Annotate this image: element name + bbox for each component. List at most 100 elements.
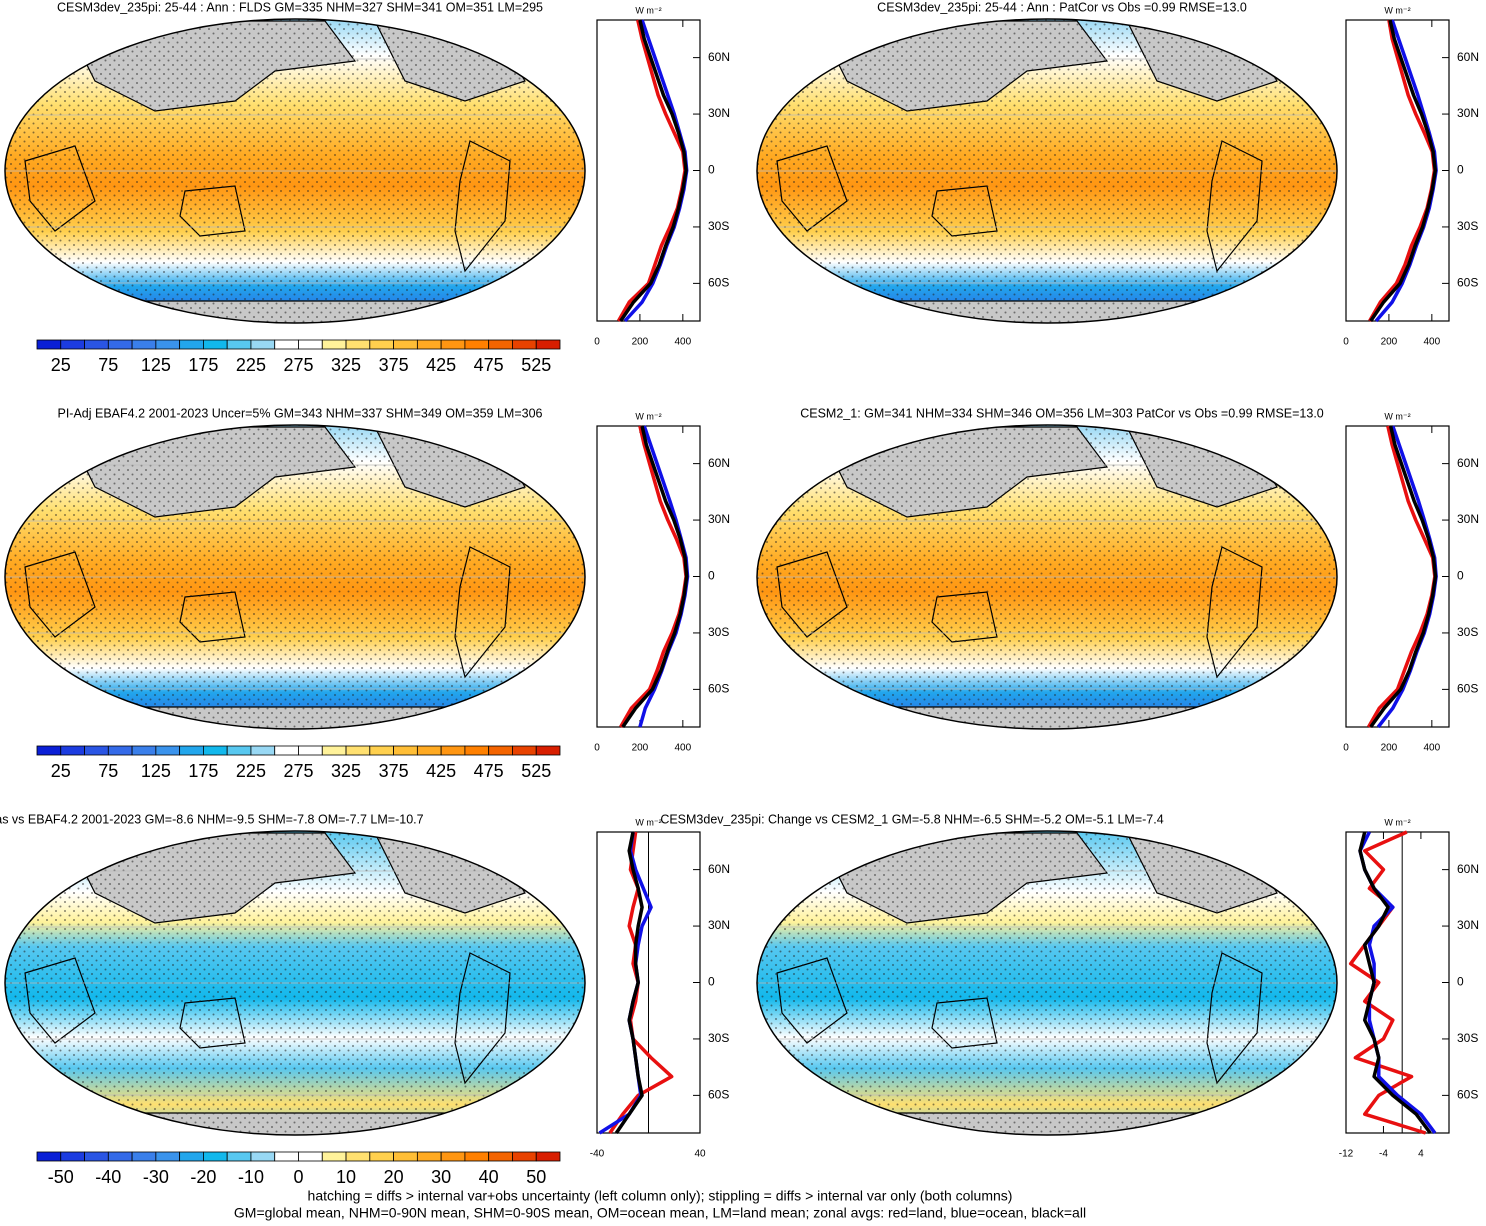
colorbar-box: [535, 339, 561, 350]
colorbar-box: [155, 1151, 181, 1162]
colorbar-box: [298, 339, 323, 350]
colorbar-box: [107, 339, 133, 350]
colorbar-box: [60, 745, 85, 756]
y-tick-label: 30S: [1457, 625, 1478, 639]
colorbar-label: 475: [474, 761, 504, 781]
colorbar-box: [274, 745, 299, 756]
colorbar-label: 275: [283, 761, 313, 781]
colorbar-label: 0: [293, 1167, 303, 1187]
x-tick-label: 0: [1343, 743, 1349, 754]
map-border: [756, 830, 1338, 1136]
y-tick-label: 0: [708, 163, 715, 177]
colorbar-label: 30: [431, 1167, 451, 1187]
y-tick-label: 30N: [708, 106, 730, 120]
colorbar-box: [36, 745, 62, 756]
x-tick-label: 400: [674, 743, 691, 754]
colorbar-box: [345, 339, 371, 350]
map: [756, 424, 1338, 730]
colorbar-box: [535, 745, 561, 756]
colorbar-box: [36, 339, 62, 350]
zonal-line: [621, 425, 689, 728]
x-axis-label: W m⁻²: [635, 411, 661, 421]
colorbar-label: 75: [98, 761, 118, 781]
colorbar-box: [512, 1151, 537, 1162]
x-axis-label: W m⁻²: [1384, 5, 1410, 15]
panel-title: CESM3dev_235pi: 25-44 : Ann : FLDS GM=33…: [57, 0, 543, 14]
colorbar-box: [36, 1151, 62, 1162]
colorbar-box: [131, 339, 157, 350]
colorbar-box: [60, 339, 85, 350]
x-axis-label: W m⁻²: [635, 5, 661, 15]
y-tick-label: 30N: [708, 512, 730, 526]
x-tick-label: 400: [1423, 337, 1440, 348]
x-tick-label: 200: [632, 743, 649, 754]
colorbar-box: [345, 1151, 371, 1162]
colorbar-label: 375: [379, 355, 409, 375]
colorbar-box: [440, 745, 466, 756]
colorbar-box: [321, 745, 347, 756]
colorbar-box: [155, 745, 181, 756]
colorbar-box: [440, 1151, 466, 1162]
map-border: [756, 18, 1338, 324]
zonal-line: [1369, 19, 1438, 322]
colorbar-label: 375: [379, 761, 409, 781]
colorbar-box: [179, 1151, 204, 1162]
y-tick-label: 0: [708, 975, 715, 989]
x-tick-label: -4: [1379, 1149, 1388, 1160]
y-tick-label: 30S: [1457, 1031, 1478, 1045]
x-tick-label: 40: [694, 1149, 706, 1160]
colorbar-label: 225: [236, 355, 266, 375]
panel-title: CESM3dev_235pi: Bias vs EBAF4.2 2001-202…: [0, 812, 424, 826]
colorbar-box: [226, 339, 252, 350]
colorbar-box: [250, 1151, 276, 1162]
y-tick-label: 60N: [1457, 862, 1479, 876]
colorbar-box: [512, 745, 537, 756]
y-tick-label: 30S: [708, 625, 729, 639]
colorbar-label: 40: [479, 1167, 499, 1187]
colorbar-box: [84, 339, 109, 350]
zonal-line: [614, 831, 644, 1134]
panel-title: CESM3dev_235pi: 25-44 : Ann : PatCor vs …: [877, 0, 1247, 14]
colorbar-box: [416, 339, 442, 350]
map: [4, 830, 586, 1136]
colorbar-label: 475: [474, 355, 504, 375]
x-tick-label: 4: [1418, 1149, 1424, 1160]
map-border: [4, 18, 586, 324]
x-tick-label: 400: [1423, 743, 1440, 754]
colorbar-label: -20: [190, 1167, 216, 1187]
panel-title: CESM2_1: GM=341 NHM=334 SHM=346 OM=356 L…: [800, 406, 1324, 420]
zonal-line: [619, 19, 688, 322]
colorbar-box: [535, 1151, 561, 1162]
panel-title: PI-Adj EBAF4.2 2001-2023 Uncer=5% GM=343…: [58, 406, 543, 420]
colorbar-label: -10: [238, 1167, 264, 1187]
colorbar-box: [321, 1151, 347, 1162]
colorbar-box: [226, 745, 252, 756]
colorbar-label: 20: [384, 1167, 404, 1187]
y-tick-label: 30N: [1457, 512, 1479, 526]
colorbar-box: [369, 339, 394, 350]
colorbar-box: [274, 1151, 299, 1162]
colorbar-box: [250, 745, 276, 756]
colorbar-box: [298, 1151, 323, 1162]
y-tick-label: 60S: [708, 682, 729, 696]
colorbar-box: [321, 339, 347, 350]
colorbar-label: 75: [98, 355, 118, 375]
y-tick-label: 30N: [708, 918, 730, 932]
x-tick-label: 0: [594, 337, 600, 348]
colorbar-box: [393, 745, 418, 756]
colorbar-box: [488, 339, 513, 350]
colorbar-label: -40: [95, 1167, 121, 1187]
y-tick-label: 0: [1457, 163, 1464, 177]
colorbar-label: 325: [331, 761, 361, 781]
y-tick-label: 60S: [708, 276, 729, 290]
colorbar-box: [179, 339, 204, 350]
colorbar-label: -50: [48, 1167, 74, 1187]
profile-frame: [1345, 19, 1450, 322]
colorbar-box: [203, 745, 228, 756]
x-tick-label: 400: [674, 337, 691, 348]
colorbar-box: [203, 339, 228, 350]
colorbar-label: 175: [188, 355, 218, 375]
x-tick-label: 200: [1381, 337, 1398, 348]
colorbar-box: [107, 1151, 133, 1162]
